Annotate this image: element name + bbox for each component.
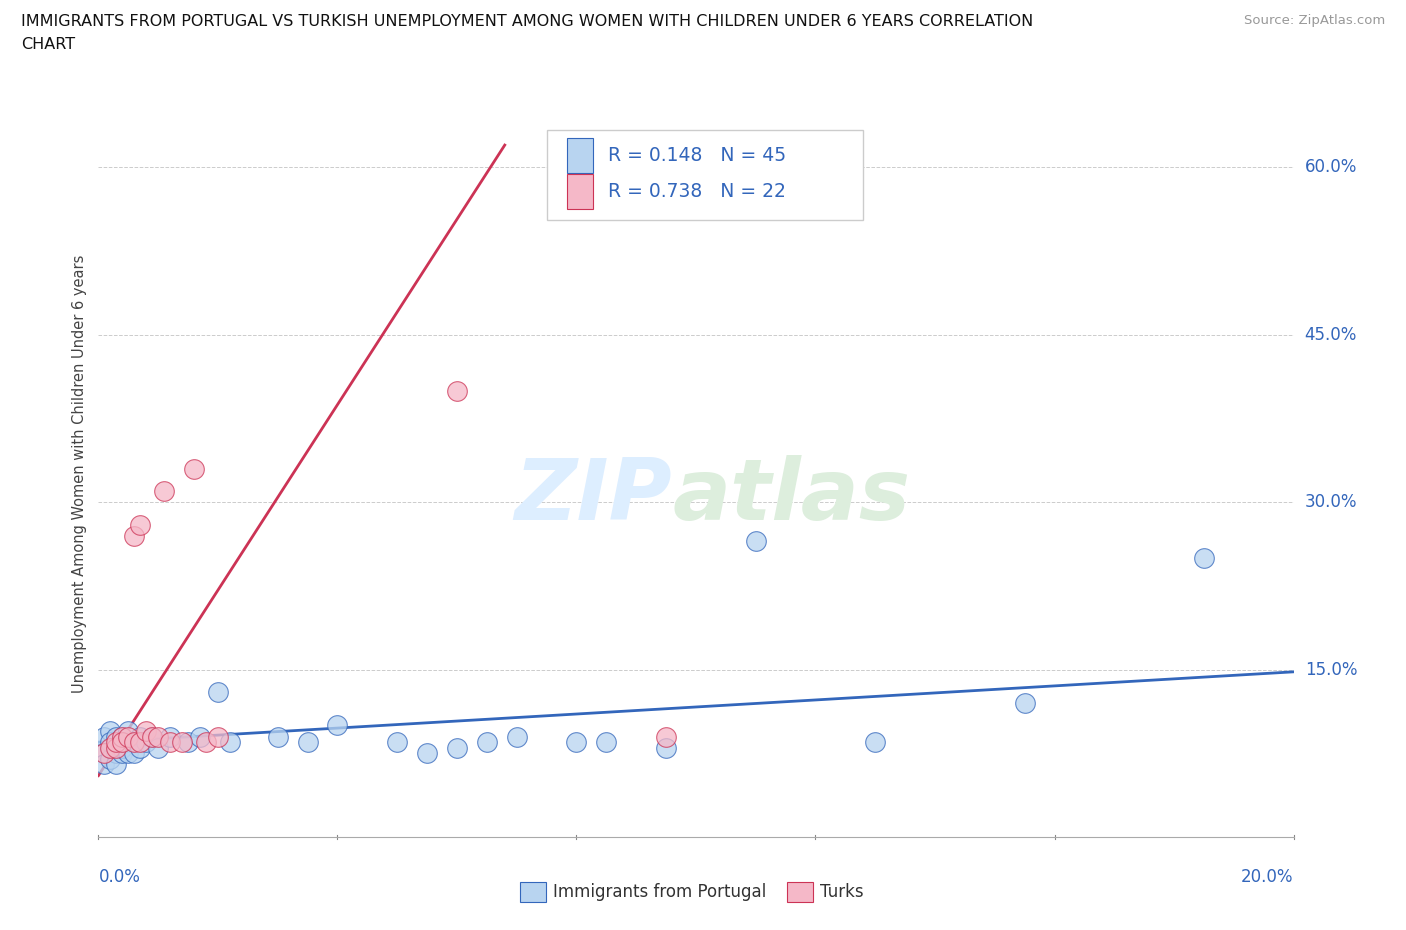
Text: 15.0%: 15.0%: [1305, 660, 1357, 679]
Point: [865, 735, 887, 750]
Point: [267, 729, 290, 744]
Point: [655, 729, 678, 744]
Point: [177, 735, 200, 750]
Point: [93, 729, 115, 744]
Point: [565, 735, 588, 750]
Point: [98, 740, 122, 755]
Point: [105, 757, 128, 772]
Point: [93, 757, 115, 772]
FancyBboxPatch shape: [547, 130, 863, 220]
Point: [98, 724, 122, 738]
Point: [172, 735, 194, 750]
Point: [105, 729, 128, 744]
Point: [416, 746, 439, 761]
Text: Immigrants from Portugal: Immigrants from Portugal: [553, 883, 766, 901]
Point: [159, 735, 181, 750]
Point: [105, 735, 128, 750]
Point: [135, 724, 157, 738]
Point: [98, 735, 122, 750]
Point: [188, 729, 211, 744]
Text: 20.0%: 20.0%: [1241, 868, 1294, 885]
Text: Source: ZipAtlas.com: Source: ZipAtlas.com: [1244, 14, 1385, 27]
Point: [446, 740, 468, 755]
Point: [129, 735, 152, 750]
Point: [111, 735, 134, 750]
Point: [207, 729, 229, 744]
Point: [117, 729, 139, 744]
Point: [148, 740, 170, 755]
Point: [129, 517, 152, 532]
Point: [1192, 551, 1215, 565]
Point: [148, 729, 170, 744]
Point: [595, 735, 617, 750]
Point: [117, 724, 139, 738]
Point: [129, 740, 152, 755]
Point: [111, 735, 134, 750]
Text: 45.0%: 45.0%: [1305, 326, 1357, 344]
Point: [297, 735, 319, 750]
Point: [475, 735, 498, 750]
Text: 0.0%: 0.0%: [98, 868, 141, 885]
Y-axis label: Unemployment Among Women with Children Under 6 years: Unemployment Among Women with Children U…: [72, 255, 87, 694]
Point: [141, 729, 163, 744]
Point: [111, 729, 134, 744]
Point: [183, 461, 205, 476]
Point: [98, 751, 122, 766]
Point: [124, 735, 146, 750]
Point: [1014, 696, 1036, 711]
FancyBboxPatch shape: [567, 138, 593, 173]
Point: [117, 735, 139, 750]
Text: R = 0.148   N = 45: R = 0.148 N = 45: [607, 146, 786, 165]
Point: [207, 684, 229, 699]
Text: CHART: CHART: [21, 37, 75, 52]
Point: [194, 735, 218, 750]
Text: ZIP: ZIP: [515, 455, 672, 538]
Point: [326, 718, 349, 733]
FancyBboxPatch shape: [567, 174, 593, 209]
Point: [105, 740, 128, 755]
Point: [117, 746, 139, 761]
Point: [105, 746, 128, 761]
Point: [124, 528, 146, 543]
Point: [129, 729, 152, 744]
Point: [105, 740, 128, 755]
Point: [93, 746, 115, 761]
Point: [385, 735, 409, 750]
Text: R = 0.738   N = 22: R = 0.738 N = 22: [607, 182, 786, 201]
Point: [141, 729, 163, 744]
Point: [655, 740, 678, 755]
Text: 60.0%: 60.0%: [1305, 158, 1357, 177]
Point: [745, 534, 768, 549]
Point: [124, 746, 146, 761]
Point: [446, 383, 468, 398]
Point: [135, 735, 157, 750]
Point: [153, 484, 176, 498]
Point: [219, 735, 242, 750]
Text: IMMIGRANTS FROM PORTUGAL VS TURKISH UNEMPLOYMENT AMONG WOMEN WITH CHILDREN UNDER: IMMIGRANTS FROM PORTUGAL VS TURKISH UNEM…: [21, 14, 1033, 29]
Point: [111, 740, 134, 755]
Text: 30.0%: 30.0%: [1305, 493, 1357, 512]
Point: [159, 729, 181, 744]
Point: [98, 740, 122, 755]
Point: [506, 729, 529, 744]
Point: [93, 746, 115, 761]
Point: [111, 729, 134, 744]
Point: [124, 735, 146, 750]
Text: atlas: atlas: [672, 455, 910, 538]
Point: [111, 746, 134, 761]
Text: Turks: Turks: [820, 883, 863, 901]
